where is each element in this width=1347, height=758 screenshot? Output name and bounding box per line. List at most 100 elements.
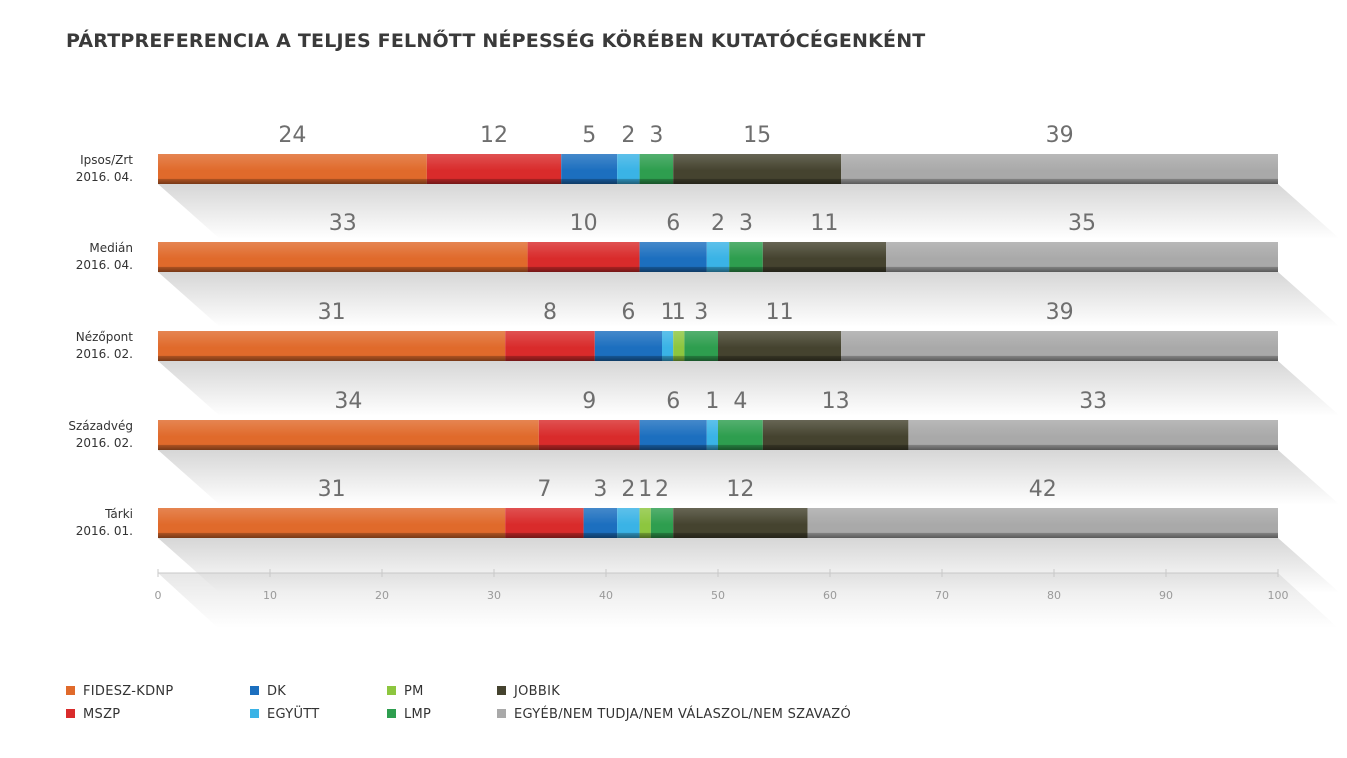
value-label: 6	[666, 211, 680, 236]
x-tick-label: 50	[711, 589, 725, 602]
bar-shadow	[158, 361, 1340, 416]
x-tick-label: 70	[935, 589, 949, 602]
legend-swatch	[387, 686, 396, 695]
bar-gloss	[158, 331, 1278, 361]
legend-item: EGYÜTT	[250, 707, 320, 722]
value-label: 39	[1046, 300, 1074, 325]
legend-item: JOBBIK	[497, 684, 560, 699]
legend-label: PM	[404, 684, 424, 699]
category-label: Ipsos/Zrt	[80, 153, 133, 167]
value-label: 1	[638, 477, 652, 502]
bar-shadow	[158, 450, 1340, 505]
value-label: 12	[480, 123, 508, 148]
value-label: 3	[739, 211, 753, 236]
value-label: 11	[810, 211, 838, 236]
value-label: 1	[672, 300, 686, 325]
legend-swatch	[66, 686, 75, 695]
category-label: Nézőpont	[76, 330, 134, 344]
category-date: 2016. 02.	[76, 436, 133, 450]
value-label: 4	[733, 389, 747, 414]
x-tick-label: 20	[375, 589, 389, 602]
value-label: 12	[726, 477, 754, 502]
value-label: 2	[621, 123, 635, 148]
legend-swatch	[497, 686, 506, 695]
category-date: 2016. 04.	[76, 170, 133, 184]
x-tick-label: 0	[155, 589, 162, 602]
bar-edge	[158, 267, 1278, 272]
legend-swatch	[250, 709, 259, 718]
value-label: 6	[666, 389, 680, 414]
x-tick-label: 30	[487, 589, 501, 602]
legend-item: EGYÉB/NEM TUDJA/NEM VÁLASZOL/NEM SZAVAZÓ	[497, 707, 851, 722]
legend-label: DK	[267, 684, 287, 699]
legend-item: MSZP	[66, 707, 120, 722]
value-label: 2	[621, 477, 635, 502]
legend-label: MSZP	[83, 707, 121, 722]
bar-gloss	[158, 154, 1278, 184]
bar-gloss	[158, 420, 1278, 450]
value-label: 7	[537, 477, 551, 502]
value-label: 1	[661, 300, 675, 325]
legend-swatch	[250, 686, 259, 695]
category-label: Tárki	[104, 507, 133, 521]
bar-edge	[158, 533, 1278, 538]
value-label: 10	[570, 211, 598, 236]
value-label: 3	[593, 477, 607, 502]
bar-edge	[158, 179, 1278, 184]
value-label: 33	[329, 211, 357, 236]
legend-label: FIDESZ-KDNP	[83, 684, 174, 699]
value-label: 2	[655, 477, 669, 502]
category-date: 2016. 02.	[76, 347, 133, 361]
value-label: 34	[334, 389, 362, 414]
axis-shadow	[158, 573, 1338, 628]
value-label: 1	[705, 389, 719, 414]
value-label: 3	[649, 123, 663, 148]
legend-label: EGYÉB/NEM TUDJA/NEM VÁLASZOL/NEM SZAVAZÓ	[514, 707, 852, 722]
category-date: 2016. 01.	[76, 524, 133, 538]
value-label: 35	[1068, 211, 1096, 236]
chart-title: PÁRTPREFERENCIA A TELJES FELNŐTT NÉPESSÉ…	[66, 30, 926, 52]
bar-edge	[158, 356, 1278, 361]
bar-gloss	[158, 242, 1278, 272]
x-tick-label: 100	[1268, 589, 1289, 602]
x-tick-label: 80	[1047, 589, 1061, 602]
value-label: 9	[582, 389, 596, 414]
value-label: 31	[318, 477, 346, 502]
bar-shadow	[158, 184, 1340, 239]
legend-swatch	[66, 709, 75, 718]
legend-label: JOBBIK	[514, 684, 561, 699]
category-label: Századvég	[68, 419, 133, 433]
legend-item: PM	[387, 684, 424, 699]
x-tick-label: 60	[823, 589, 837, 602]
legend-label: LMP	[404, 707, 432, 722]
value-label: 15	[743, 123, 771, 148]
value-label: 8	[543, 300, 557, 325]
value-label: 11	[766, 300, 794, 325]
legend-item: FIDESZ-KDNP	[66, 684, 174, 699]
legend-swatch	[497, 709, 506, 718]
bar-gloss	[158, 508, 1278, 538]
value-label: 31	[318, 300, 346, 325]
legend-item: DK	[250, 684, 286, 699]
value-label: 42	[1029, 477, 1057, 502]
value-label: 2	[711, 211, 725, 236]
x-tick-label: 90	[1159, 589, 1173, 602]
value-label: 24	[278, 123, 306, 148]
category-label: Medián	[89, 241, 133, 255]
legend-swatch	[387, 709, 396, 718]
legend-label: EGYÜTT	[267, 707, 320, 722]
value-label: 3	[694, 300, 708, 325]
value-label: 13	[822, 389, 850, 414]
bar-edge	[158, 445, 1278, 450]
value-label: 39	[1046, 123, 1074, 148]
value-label: 5	[582, 123, 596, 148]
legend-item: LMP	[387, 707, 431, 722]
category-date: 2016. 04.	[76, 258, 133, 272]
x-tick-label: 40	[599, 589, 613, 602]
value-label: 33	[1079, 389, 1107, 414]
value-label: 6	[621, 300, 635, 325]
bar-shadow	[158, 272, 1340, 327]
x-tick-label: 10	[263, 589, 277, 602]
